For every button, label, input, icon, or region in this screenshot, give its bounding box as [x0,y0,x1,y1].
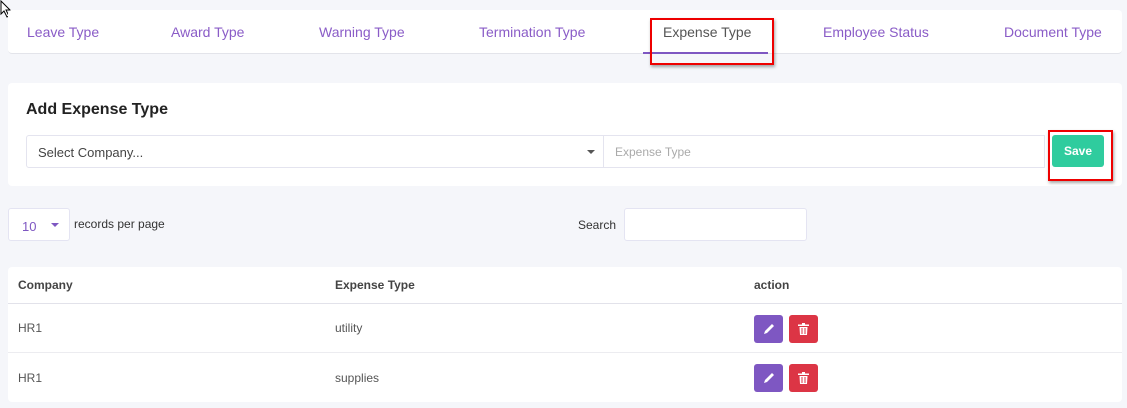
trash-icon [798,323,809,335]
annotation-highlight-box [1048,130,1113,181]
caret-down-icon [587,150,595,154]
edit-button[interactable] [754,315,783,343]
table-row: HR1 utility [8,304,1122,353]
active-tab-indicator [643,52,768,54]
pencil-icon [763,324,774,334]
form-title: Add Expense Type [26,101,168,118]
column-header-expense-type[interactable]: Expense Type [335,278,415,292]
expense-type-cell: utility [335,321,363,335]
page-length-label: records per page [74,217,165,231]
delete-button[interactable] [789,364,818,392]
tab-award-type[interactable]: Award Type [171,24,245,40]
tab-employee-status[interactable]: Employee Status [823,24,929,40]
tab-warning-type[interactable]: Warning Type [319,24,405,40]
column-header-action: action [754,278,790,292]
expense-type-cell: supplies [335,370,380,385]
delete-button[interactable] [789,315,818,343]
expense-type-input[interactable] [603,135,1045,168]
add-expense-type-card: Add Expense Type Select Company... Save [8,83,1122,186]
settings-tab-bar: Leave Type Award Type Warning Type Termi… [8,10,1122,54]
tab-leave-type[interactable]: Leave Type [27,24,100,40]
trash-icon [798,372,809,384]
tab-document-type[interactable]: Document Type [1004,24,1102,40]
edit-button[interactable] [754,364,783,392]
tab-expense-type[interactable]: Expense Type [663,24,752,40]
table-row: HR1 supplies [8,353,1122,402]
page-length-value: 10 [22,219,37,234]
company-select-value: Select Company... [38,145,144,160]
tab-termination-type[interactable]: Termination Type [479,24,586,40]
annotation-highlight-box [650,18,774,65]
company-cell: HR1 [18,370,43,385]
table-header: Company Expense Type action [8,267,1122,304]
caret-down-icon [51,223,59,227]
company-select[interactable]: Select Company... [26,135,604,168]
company-cell: HR1 [18,321,43,335]
column-header-company[interactable]: Company [18,278,73,292]
expense-type-table: Company Expense Type action HR1 utility … [8,267,1122,402]
save-button[interactable]: Save [1052,135,1104,167]
search-label: Search [578,218,617,232]
search-input[interactable] [624,208,807,241]
page-length-select[interactable]: 10 [8,208,70,241]
pencil-icon [763,373,774,383]
